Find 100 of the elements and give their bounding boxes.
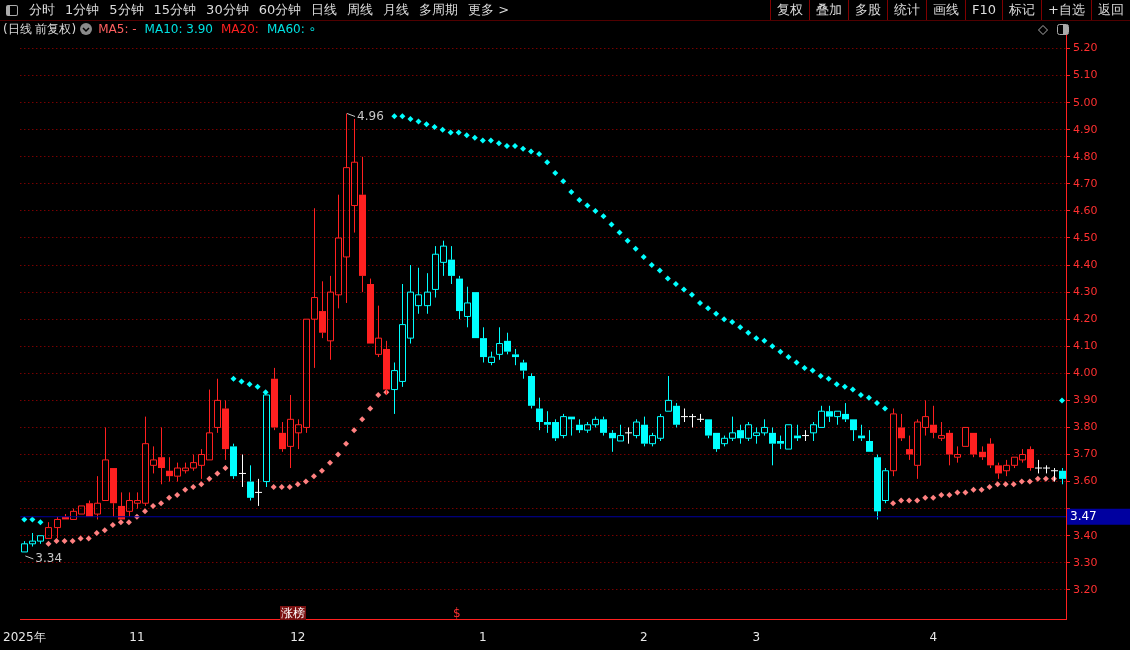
candlestick [512,348,519,366]
annotation: 4.96 [357,108,384,123]
x-tick-label: 12 [290,629,306,644]
point [335,451,342,458]
y-tick-label: 3.20 [1073,582,1098,596]
point [166,494,173,501]
point [1042,475,1049,482]
point [45,540,52,547]
point [327,459,333,466]
text: 月线 [382,1,411,19]
candlestick [247,464,254,502]
point [101,527,108,534]
point [198,481,205,488]
candlestick [624,426,633,445]
candlestick [850,419,857,442]
y-tick-label: 4.10 [1073,339,1098,353]
point [890,500,897,507]
y-tick-label: 3.80 [1073,420,1098,434]
point [351,427,358,434]
text: 60分钟 [257,1,303,19]
annotation: MA5: - [98,21,137,37]
point [970,486,977,493]
annotation: MA60: ∘ [266,21,317,37]
text: 多股 [848,0,888,20]
point [182,486,189,493]
text: 15分钟 [152,1,198,19]
ref-line-label: 3.47 [1070,508,1097,523]
point [117,519,124,526]
candlestick [801,429,810,442]
text: 叠加 [809,0,849,20]
text: 30分钟 [205,1,250,19]
point [302,478,309,485]
chart-title: (日线 前复权) [3,21,77,37]
y-tick-label: 5.10 [1073,68,1098,82]
candlestick [254,478,263,507]
point [1010,481,1017,488]
candlestick [536,397,543,431]
point [69,538,76,545]
candlestick [45,521,52,539]
point [359,416,366,423]
text: 统计 [887,0,927,20]
y-tick-label: 4.90 [1073,122,1098,136]
x-tick-label: 2025年 [3,629,46,644]
point [962,489,969,496]
point [61,538,68,545]
point [286,483,293,490]
point [318,467,325,474]
y-tick-label: 4.40 [1073,257,1098,271]
point [294,481,301,488]
point [109,521,116,528]
candlestick [528,372,535,409]
x-tick-label: 1 [479,629,487,644]
point [1034,475,1041,482]
point [85,535,92,542]
point [954,489,961,496]
point [1026,478,1033,485]
candlestick [238,454,247,488]
point [914,497,921,504]
y-tick-label: 4.30 [1073,284,1098,298]
x-tick-label: 4 [929,629,938,644]
y-tick-label: 5.20 [1073,41,1098,55]
y-tick-label: 4.60 [1073,203,1098,217]
text: 分时 [28,1,56,19]
point [946,492,953,499]
text: F10 [965,0,1003,20]
y-tick-label: 4.80 [1073,149,1098,163]
point [190,483,197,490]
y-tick-label: 3.70 [1073,447,1098,461]
point [142,508,148,515]
point [77,535,84,542]
annotation: $ [452,606,462,620]
point [986,483,993,490]
point [214,470,221,477]
text: 周线 [346,1,375,19]
text: 5分钟 [108,1,145,19]
annotation: MA20: [221,21,259,37]
point [270,483,277,490]
y-tick-label: 3.30 [1073,555,1098,569]
text: 日线 [310,1,339,19]
y-tick-label: 4.50 [1073,230,1098,244]
candlestick [520,359,527,380]
text: 画线 [926,0,966,20]
text: 1分钟 [64,1,101,19]
candlestick [230,443,237,480]
text: 复权 [770,0,810,20]
text: 更多 > [467,1,511,19]
point [978,486,985,493]
x-tick-label: 11 [129,629,145,644]
point [922,494,929,501]
y-tick-label: 4.00 [1073,366,1098,380]
annotation: MA10: 3.90 [144,21,213,37]
point [93,529,100,536]
y-tick-label: 3.60 [1073,474,1098,488]
point [343,440,350,447]
point [930,494,937,501]
y-tick-label: 5.00 [1073,95,1098,109]
x-tick-label: 3 [752,629,761,644]
point [994,481,1001,488]
point [278,483,285,490]
point [158,500,165,507]
